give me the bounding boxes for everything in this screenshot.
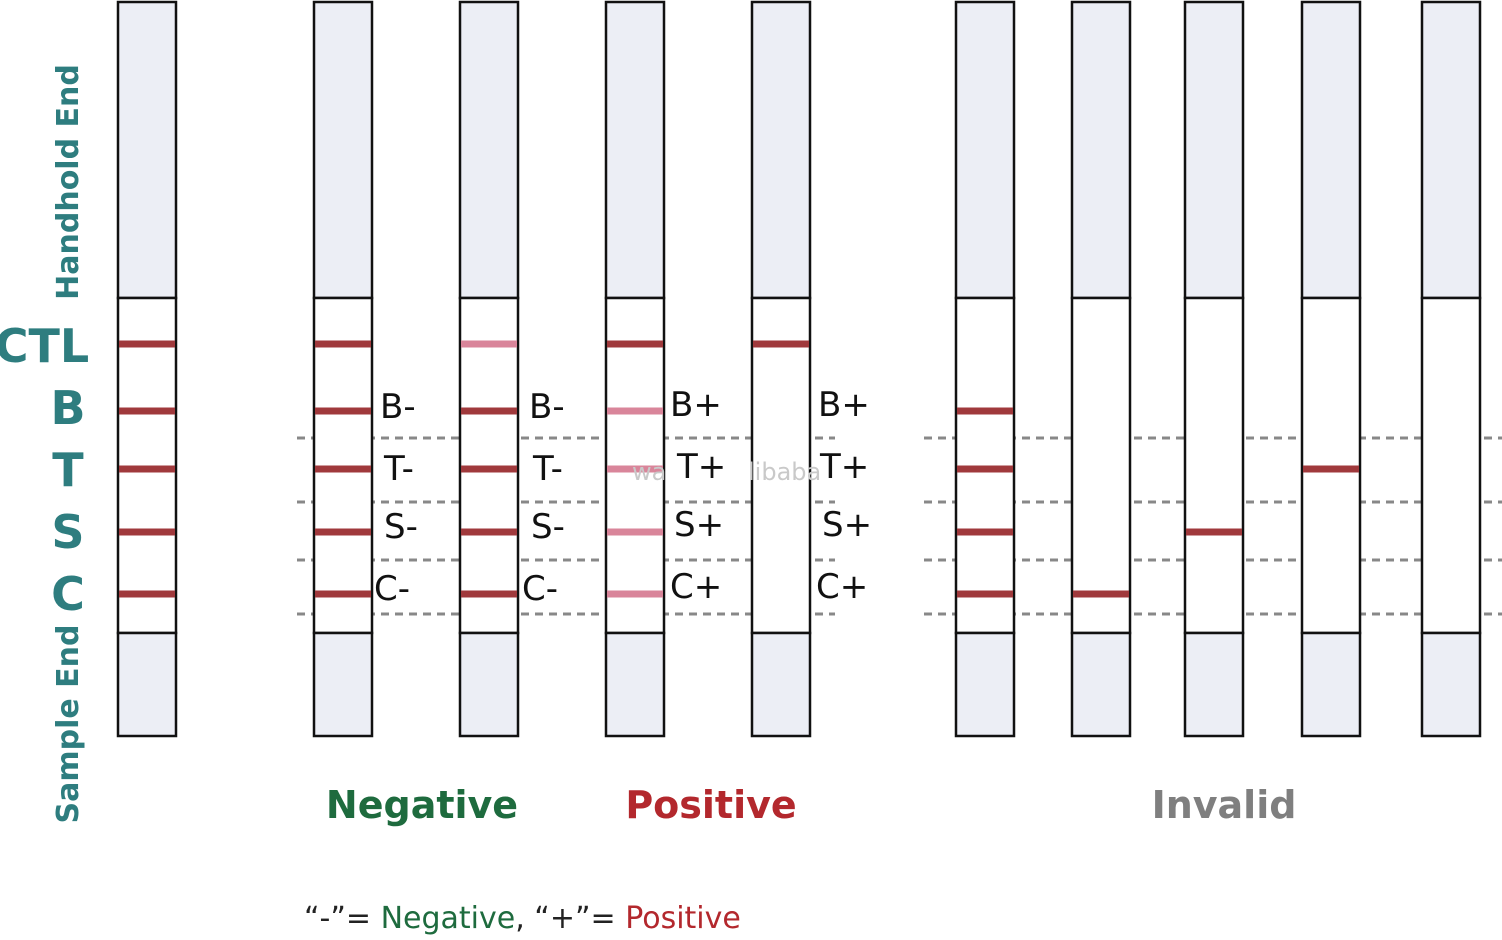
mark-label: B+ — [670, 385, 722, 425]
sample-pad — [1070, 631, 1132, 738]
group-label-positive: Positive — [625, 783, 796, 827]
handhold-pad — [604, 0, 666, 300]
mark-label: S+ — [674, 505, 724, 545]
sample-pad — [604, 631, 666, 738]
strip-invalid-2 — [1070, 0, 1132, 738]
watermark-fragment: wa — [632, 458, 666, 486]
strip-positive-2 — [750, 0, 812, 738]
row-label-s: S — [51, 505, 84, 559]
negative-marks: B- T- S- C- B- T- S- C- — [374, 387, 565, 609]
mark-label: S- — [384, 507, 418, 547]
row-label-b: B — [50, 381, 85, 435]
mark-label: B- — [529, 387, 565, 427]
sample-pad — [750, 631, 812, 738]
handhold-pad — [750, 0, 812, 300]
handhold-pad — [1183, 0, 1245, 300]
strips — [116, 0, 1482, 738]
mark-label: B+ — [818, 385, 870, 425]
strip-invalid-5 — [1420, 0, 1482, 738]
mark-label: B- — [380, 387, 416, 427]
watermark-fragment: libaba — [748, 458, 821, 486]
dashed-guides — [297, 436, 1502, 616]
positive-marks: B+ T+ S+ C+ B+ T+ S+ C+ — [670, 385, 872, 607]
row-label-t: T — [52, 443, 84, 497]
mark-label: S- — [531, 507, 565, 547]
legend-negative: Negative — [381, 901, 516, 936]
test-window — [1420, 296, 1482, 635]
mark-label: C+ — [670, 567, 722, 607]
strip-invalid-1 — [954, 0, 1016, 738]
sample-pad — [1300, 631, 1362, 738]
legend-positive: Positive — [625, 901, 741, 936]
mark-label: T+ — [819, 447, 869, 487]
handhold-pad — [1070, 0, 1132, 300]
handhold-pad — [954, 0, 1016, 300]
sample-pad — [458, 631, 520, 738]
test-window — [1070, 296, 1132, 635]
strip-negative-1 — [312, 0, 374, 738]
sample-pad — [1183, 631, 1245, 738]
strip-reference — [116, 0, 178, 738]
handhold-pad — [312, 0, 374, 300]
sample-pad — [954, 631, 1016, 738]
mark-label: T+ — [676, 447, 726, 487]
group-label-invalid: Invalid — [1152, 783, 1297, 827]
sample-pad — [312, 631, 374, 738]
handhold-pad — [1420, 0, 1482, 300]
handhold-pad — [458, 0, 520, 300]
row-label-ctl: CTL — [0, 319, 89, 373]
mark-label: S+ — [822, 505, 872, 545]
legend-separator: , “+”= — [515, 901, 625, 936]
strip-invalid-3 — [1183, 0, 1245, 738]
strip-negative-2 — [458, 0, 520, 738]
sample-end-label: Sample End — [51, 625, 86, 824]
handhold-pad — [116, 0, 178, 300]
mark-label: C- — [374, 569, 410, 609]
row-label-c: C — [51, 567, 85, 621]
mark-label: T- — [532, 449, 563, 489]
strip-positive-1 — [604, 0, 666, 738]
test-window — [1183, 296, 1245, 635]
sample-pad — [116, 631, 178, 738]
mark-label: C- — [522, 569, 558, 609]
legend: “-”= Negative, “+”= Positive — [304, 901, 741, 936]
handhold-pad — [1300, 0, 1362, 300]
legend-minus: “-”= — [304, 901, 381, 936]
strip-invalid-4 — [1300, 0, 1362, 738]
sample-pad — [1420, 631, 1482, 738]
mark-label: T- — [383, 449, 414, 489]
mark-label: C+ — [816, 567, 868, 607]
group-label-negative: Negative — [326, 783, 518, 827]
handhold-end-label: Handhold End — [51, 64, 86, 300]
